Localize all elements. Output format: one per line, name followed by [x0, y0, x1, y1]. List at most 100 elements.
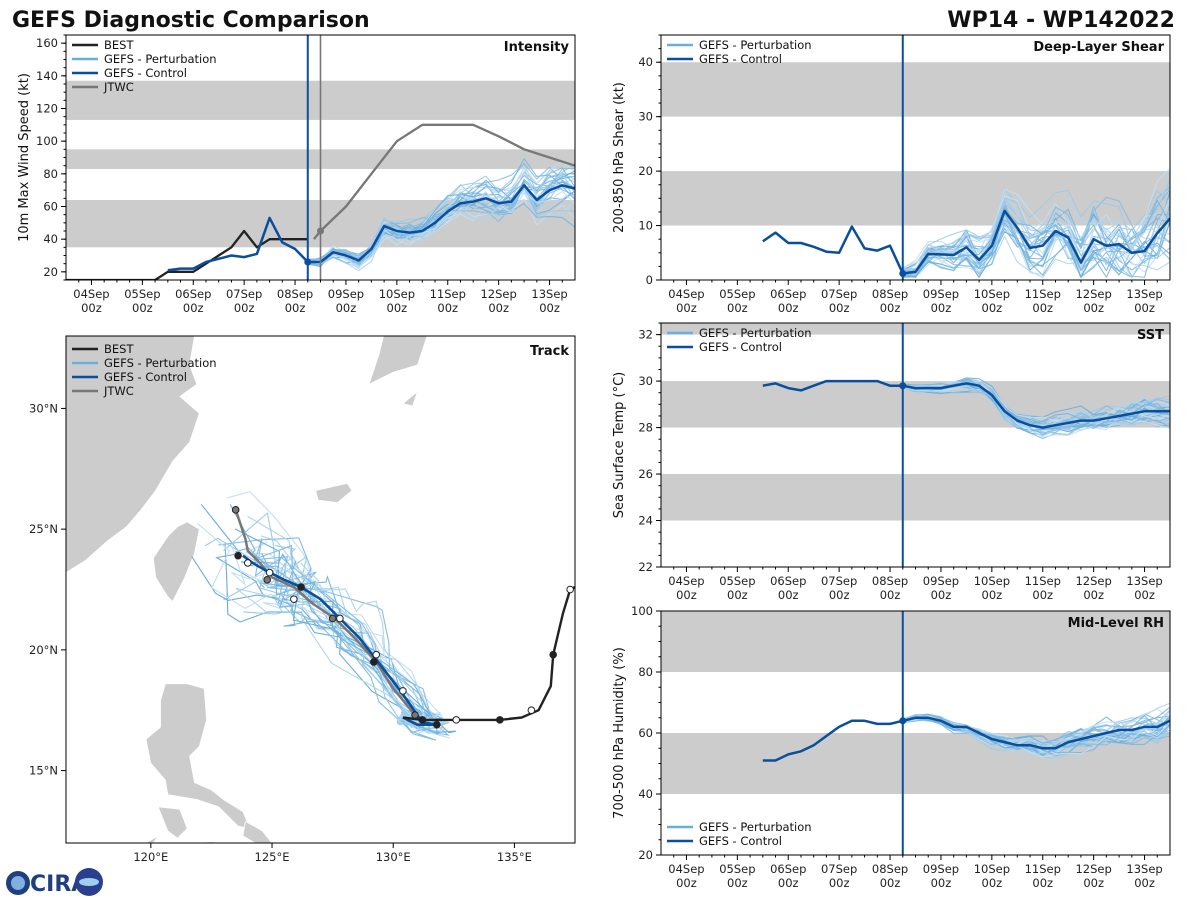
- x-tick-label: 05Sep: [124, 287, 160, 301]
- x-tick-label: 00z: [132, 301, 153, 315]
- jtwc-point: [231, 506, 240, 514]
- y-tick-label: 160: [36, 36, 58, 50]
- best-point: [418, 716, 427, 724]
- init-point: [899, 382, 907, 390]
- legend-label: GEFS - Perturbation: [699, 820, 812, 834]
- x-tick-label: 00z: [437, 301, 458, 315]
- logo-seal-wave-icon: [79, 878, 99, 886]
- x-tick-label: 00z: [183, 301, 204, 315]
- perturbation-line: [307, 167, 575, 261]
- best-point: [527, 706, 536, 715]
- x-tick-label: 07Sep: [821, 862, 857, 876]
- x-tick-label: 11Sep: [1025, 574, 1061, 588]
- panel-title: SST: [1137, 328, 1164, 343]
- land-mindoro: [157, 806, 188, 839]
- perturbation-track: [197, 523, 447, 734]
- init-point: [899, 717, 907, 725]
- y-tick-label: 30: [638, 110, 653, 124]
- legend-label: GEFS - Control: [104, 370, 187, 384]
- x-tick-label: 08Sep: [872, 574, 908, 588]
- lat-tick-label: 20°N: [29, 643, 58, 657]
- x-tick-label: 00z: [1032, 588, 1053, 602]
- x-tick-label: 00z: [81, 301, 102, 315]
- y-tick-label: 100: [631, 604, 653, 618]
- y-tick-label: 22: [638, 560, 653, 574]
- land-panay: [194, 840, 224, 843]
- jtwc-track: [234, 509, 416, 716]
- y-tick-label: 80: [638, 665, 653, 679]
- threshold-band: [661, 171, 1170, 226]
- x-tick-label: 08Sep: [872, 862, 908, 876]
- x-tick-label: 00z: [880, 876, 901, 890]
- plot-area: [66, 35, 575, 280]
- rh-panel: 04Sep00z05Sep00z06Sep00z07Sep00z08Sep00z…: [612, 604, 1171, 890]
- lat-tick-label: 30°N: [29, 401, 58, 415]
- x-tick-label: 00z: [285, 301, 306, 315]
- panel-title: Track: [530, 344, 569, 359]
- jtwc-point: [328, 614, 337, 623]
- x-tick-label: 12Sep: [480, 287, 516, 301]
- perturbation-line: [902, 380, 1170, 438]
- x-tick-label: 08Sep: [872, 287, 908, 301]
- threshold-band: [661, 733, 1170, 794]
- panel-title: Intensity: [504, 40, 570, 55]
- perturbation-line: [902, 196, 1170, 278]
- x-tick-label: 12Sep: [1075, 862, 1111, 876]
- jtwc-point: [290, 595, 298, 603]
- perturbation-line: [902, 199, 1170, 278]
- legend-label: GEFS - Perturbation: [104, 356, 217, 370]
- perturbation-line: [307, 158, 575, 266]
- perturbation-track: [238, 569, 441, 720]
- perturbation-line: [307, 192, 575, 268]
- legend-label: GEFS - Perturbation: [104, 52, 217, 66]
- control-line: [762, 209, 1170, 275]
- x-tick-label: 13Sep: [1126, 287, 1162, 301]
- land-kyushu: [368, 336, 428, 386]
- x-tick-label: 08Sep: [277, 287, 313, 301]
- x-tick-label: 06Sep: [175, 287, 211, 301]
- x-tick-label: 00z: [234, 301, 255, 315]
- y-axis-label: 700-500 hPa Humidity (%): [612, 647, 627, 819]
- x-tick-label: 00z: [829, 876, 850, 890]
- x-tick-label: 12Sep: [1075, 287, 1111, 301]
- x-tick-label: 12Sep: [1075, 574, 1111, 588]
- control-line: [762, 379, 1170, 429]
- x-tick-label: 04Sep: [668, 574, 704, 588]
- y-tick-label: 28: [638, 421, 653, 435]
- x-tick-label: 04Sep: [668, 862, 704, 876]
- y-tick-label: 30: [638, 374, 653, 388]
- land-luzon: [145, 683, 251, 830]
- x-tick-label: 00z: [1083, 876, 1104, 890]
- x-tick-label: 00z: [931, 876, 952, 890]
- x-tick-label: 13Sep: [1126, 862, 1162, 876]
- lon-tick-label: 120°E: [133, 850, 168, 864]
- y-tick-label: 40: [638, 787, 653, 801]
- perturbation-track: [254, 538, 427, 734]
- logo-globe-inner-icon: [11, 876, 25, 890]
- jtwc-line: [313, 123, 575, 240]
- legend-label: GEFS - Control: [699, 834, 782, 848]
- x-tick-label: 00z: [982, 876, 1003, 890]
- y-tick-label: 20: [638, 164, 653, 178]
- x-tick-label: 05Sep: [719, 862, 755, 876]
- land-busuanga: [145, 835, 159, 843]
- best-point: [496, 716, 504, 724]
- control-point: [265, 568, 274, 577]
- y-tick-label: 0: [646, 273, 653, 287]
- y-tick-label: 100: [36, 134, 58, 148]
- y-tick-label: 140: [36, 69, 58, 83]
- intensity-panel: 04Sep00z05Sep00z06Sep00z07Sep00z08Sep00z…: [17, 34, 576, 315]
- panel-title: Mid-Level RH: [1068, 616, 1164, 631]
- cira-logo: CIRA: [6, 868, 103, 897]
- best-point: [452, 716, 461, 724]
- plot-area: [762, 611, 1170, 855]
- y-tick-label: 26: [638, 467, 653, 481]
- perturbation-line: [902, 714, 1170, 750]
- legend-label: GEFS - Perturbation: [699, 326, 812, 340]
- y-tick-label: 24: [638, 514, 653, 528]
- y-tick-label: 32: [638, 328, 653, 342]
- panel-title: Deep-Layer Shear: [1033, 40, 1164, 55]
- shear-panel: 04Sep00z05Sep00z06Sep00z07Sep00z08Sep00z…: [612, 34, 1171, 315]
- x-tick-label: 00z: [1083, 301, 1104, 315]
- jtwc-point: [263, 576, 271, 584]
